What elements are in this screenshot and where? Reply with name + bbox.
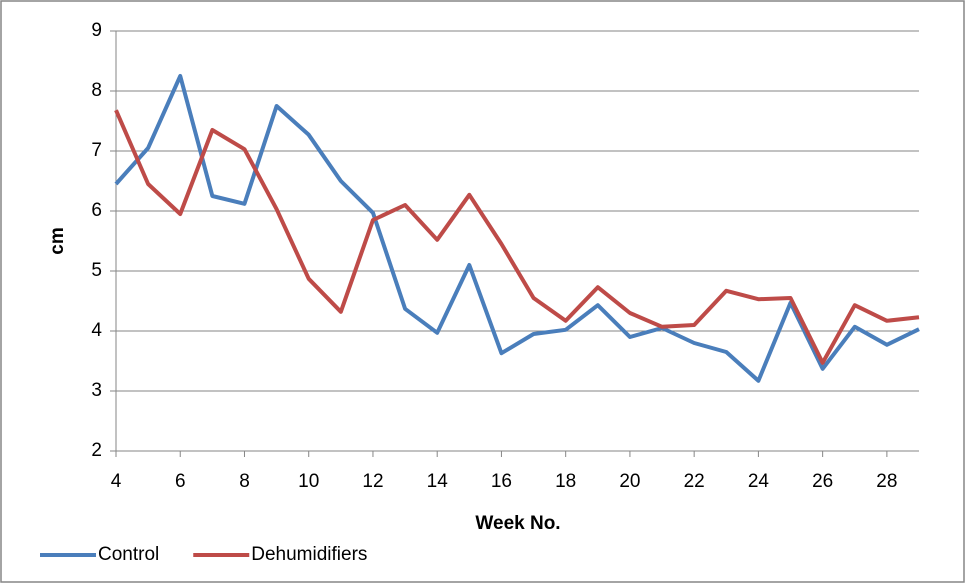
y-axis-label: cm [47, 227, 68, 254]
x-tick-label: 16 [491, 471, 512, 492]
x-tick-label: 10 [298, 471, 319, 492]
x-tick-label: 24 [748, 471, 770, 492]
y-tick-label: 9 [91, 20, 102, 41]
y-tick-label: 5 [91, 260, 102, 281]
legend-label: Control [98, 544, 159, 565]
y-tick-label: 3 [91, 380, 102, 401]
y-tick-label: 4 [91, 320, 102, 341]
data-line [114, 74, 920, 383]
x-tick-label: 28 [876, 471, 897, 492]
y-tick-label: 2 [91, 440, 102, 461]
x-tick-label: 14 [427, 471, 449, 492]
x-tick-label: 22 [684, 471, 705, 492]
y-tick-label: 6 [91, 200, 102, 221]
legend-label: Dehumidifiers [251, 544, 367, 565]
x-tick-label: 20 [619, 471, 640, 492]
y-tick-label: 7 [91, 140, 102, 161]
y-tick-label: 8 [91, 80, 102, 101]
data-line [114, 109, 920, 365]
x-tick-label: 18 [555, 471, 576, 492]
x-tick-label: 26 [812, 471, 833, 492]
x-tick-label: 4 [111, 471, 122, 492]
x-axis-label: Week No. [475, 513, 560, 534]
x-tick-label: 6 [175, 471, 186, 492]
x-tick-label: 8 [239, 471, 250, 492]
x-tick-label: 12 [362, 471, 383, 492]
